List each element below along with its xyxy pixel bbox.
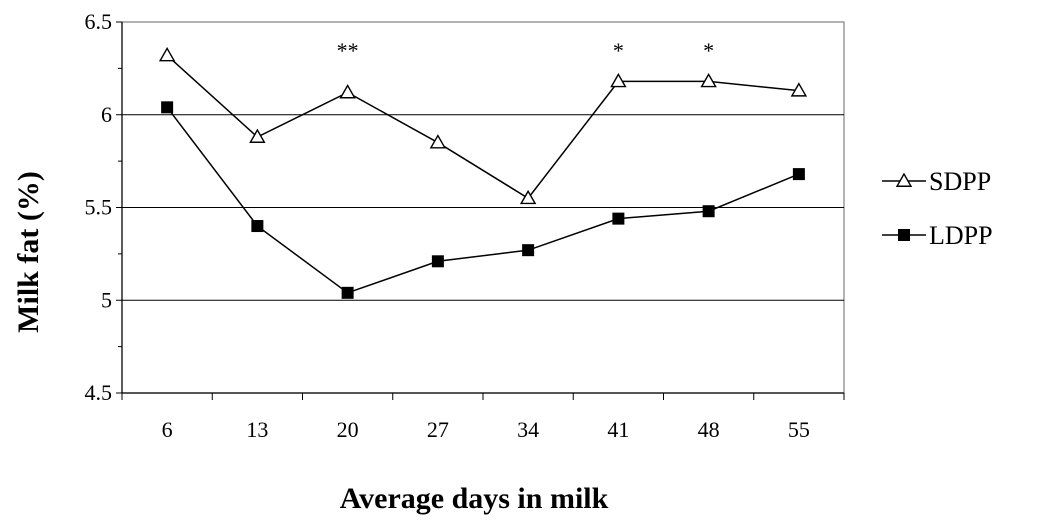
x-tick-label: 20 [337, 417, 359, 442]
x-tick-label: 55 [788, 417, 810, 442]
x-tick-label: 34 [517, 417, 539, 442]
data-point-ldpp [161, 101, 174, 114]
legend-label-ldpp: LDPP [929, 221, 993, 250]
x-tick-label: 6 [162, 417, 173, 442]
x-tick-label: 48 [698, 417, 720, 442]
data-point-ldpp [341, 286, 354, 299]
y-tick-label: 5 [101, 287, 112, 312]
y-tick-label: 6 [101, 102, 112, 127]
significance-marker: * [703, 38, 714, 63]
x-tick-label: 13 [246, 417, 268, 442]
legend-marker-ldpp [898, 229, 910, 241]
data-point-sdpp [610, 72, 627, 88]
data-point-sdpp [790, 82, 808, 97]
data-point-ldpp [522, 244, 535, 257]
x-tick-label: 27 [427, 417, 449, 442]
legend-label-sdpp: SDPP [929, 167, 991, 196]
data-point-ldpp [702, 205, 715, 218]
grid-lines [121, 21, 845, 394]
x-tick-label: 41 [607, 417, 629, 442]
annotations: ** * * [337, 38, 715, 63]
series-line-sdpp [166, 54, 799, 200]
data-point-ldpp [792, 168, 805, 181]
y-tick-label: 4.5 [85, 380, 113, 405]
data-point-ldpp [431, 255, 444, 268]
data-point-sdpp [158, 46, 176, 62]
data-point-sdpp [700, 72, 717, 88]
y-tick-label: 6.5 [85, 9, 113, 34]
y-axis-title: Milk fat (%) [12, 171, 45, 333]
significance-marker: * [613, 38, 624, 63]
y-tick-label: 5.5 [85, 195, 113, 220]
legend-marker-sdpp [895, 172, 913, 187]
series-lines [158, 46, 808, 299]
data-point-sdpp [249, 128, 266, 143]
data-point-ldpp [251, 220, 264, 233]
legend: SDPP LDPP [882, 167, 993, 250]
series-line-ldpp [166, 106, 800, 294]
data-point-sdpp [339, 84, 356, 99]
data-point-sdpp [519, 189, 537, 205]
x-axis-title: Average days in milk [340, 482, 609, 515]
significance-marker: ** [337, 38, 359, 63]
data-point-ldpp [612, 212, 625, 225]
axes: 4.5 5 5.5 6 6.5 6 13 20 27 34 41 48 55 [85, 9, 845, 442]
data-point-sdpp [429, 134, 447, 149]
